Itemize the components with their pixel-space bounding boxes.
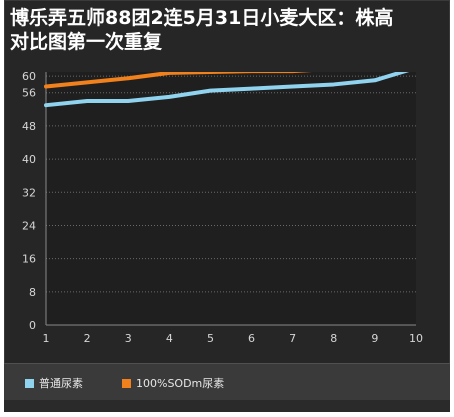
x-tick-label-6: 6	[248, 332, 255, 345]
x-tick-label-10: 10	[409, 332, 423, 345]
legend-item-series-2[interactable]: 100%SODm尿素	[122, 376, 224, 390]
x-tick-label-5: 5	[207, 332, 214, 345]
legend-label-series-1: 普通尿素	[39, 377, 83, 390]
legend-swatch-series-1	[25, 378, 34, 388]
chart-title: 博乐弄五师88团2连5月31日小麦大区：株高 对比图第一次重复	[10, 6, 450, 58]
y-tick-label-32: 32	[22, 186, 36, 199]
x-tick-label-7: 7	[289, 332, 296, 345]
x-tick-label-2: 2	[84, 332, 91, 345]
y-tick-label-0: 0	[29, 319, 36, 332]
legend-swatch-series-2	[122, 378, 131, 388]
series-line-2	[44, 72, 313, 89]
plot-area	[46, 72, 416, 325]
y-tick-label-60: 60	[22, 70, 36, 83]
chart-title-line-2: 对比图第一次重复	[10, 31, 163, 53]
x-tick-label-1: 1	[43, 332, 50, 345]
y-tick-label-56: 56	[22, 87, 36, 100]
x-tick-label-3: 3	[125, 332, 132, 345]
y-tick-label-48: 48	[22, 120, 36, 133]
chart-title-line-1: 博乐弄五师88团2连5月31日小麦大区：株高	[10, 7, 394, 29]
legend-bottom-bar	[4, 400, 450, 412]
y-tick-label-8: 8	[29, 286, 36, 299]
y-tick-label-40: 40	[22, 153, 36, 166]
chart-legend: 普通尿素 100%SODm尿素	[4, 363, 450, 401]
legend-item-series-1[interactable]: 普通尿素	[25, 376, 83, 390]
series-line-1	[44, 72, 410, 108]
x-tick-label-4: 4	[166, 332, 173, 345]
x-tick-label-8: 8	[330, 332, 337, 345]
y-tick-label-16: 16	[22, 253, 36, 266]
y-tick-label-24: 24	[22, 219, 36, 232]
legend-label-series-2: 100%SODm尿素	[136, 377, 225, 390]
x-tick-label-9: 9	[371, 332, 378, 345]
